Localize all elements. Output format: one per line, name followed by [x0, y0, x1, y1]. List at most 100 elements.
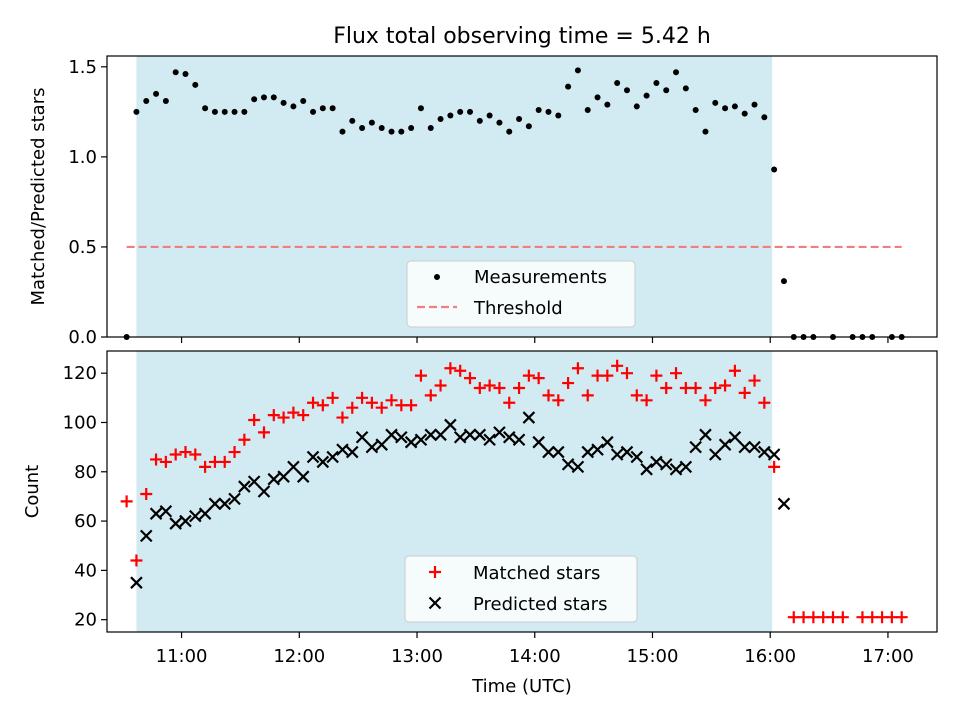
matched-star-point: [689, 381, 702, 394]
matched-star-point: [562, 377, 575, 390]
matched-star-point: [365, 396, 378, 409]
matched-star-point: [326, 391, 339, 404]
measurement-point: [319, 105, 326, 112]
predicted-star-point: [620, 445, 634, 459]
y-tick-label: 0.5: [68, 237, 97, 258]
x-tick-label: 17:00: [862, 646, 914, 667]
matched-star-point: [709, 381, 722, 394]
measurement-point: [251, 96, 258, 103]
predicted-star-point: [345, 445, 359, 459]
measurement-point: [290, 103, 297, 110]
measurement-point: [408, 125, 415, 132]
predicted-star-point: [728, 430, 742, 444]
predicted-star-point: [424, 428, 438, 442]
legend-predicted-label: Predicted stars: [473, 594, 607, 615]
predicted-star-point: [767, 448, 781, 461]
measurement-point: [574, 67, 581, 74]
legend-predicted-marker: [428, 596, 442, 610]
predicted-star-point: [493, 426, 506, 439]
predicted-star-point: [139, 529, 153, 543]
measurement-point: [211, 108, 218, 115]
matched-star-point: [179, 446, 192, 459]
measurement-point: [731, 103, 738, 110]
matched-star-point: [316, 399, 329, 412]
matched-star-point: [768, 460, 781, 473]
matched-star-point: [444, 362, 457, 375]
matched-star-point: [503, 396, 516, 409]
measurement-point: [378, 125, 385, 132]
matched-star-point: [473, 381, 486, 394]
measurement-point: [172, 69, 179, 76]
measurement-point: [427, 125, 434, 132]
y-tick-label: 80: [74, 462, 97, 483]
predicted-star-point: [159, 504, 173, 518]
y-tick-label: 60: [74, 511, 97, 532]
predicted-star-point: [640, 463, 653, 476]
matched-star-point: [454, 364, 467, 377]
matched-star-point: [405, 399, 418, 412]
measurement-point: [663, 87, 670, 94]
top-legend: Measurements Threshold: [406, 260, 636, 328]
measurement-point: [417, 105, 424, 112]
matched-star-point: [356, 391, 369, 404]
predicted-star-point: [532, 435, 545, 449]
measurements-points: [123, 67, 905, 340]
measurement-point: [153, 90, 160, 97]
predicted-star-point: [758, 445, 771, 459]
predicted-star-point: [630, 450, 644, 464]
predicted-star-point: [473, 428, 487, 442]
measurement-point: [594, 94, 601, 101]
matched-star-point: [150, 453, 163, 466]
measurement-point: [604, 101, 611, 108]
matched-star-point: [257, 426, 270, 439]
predicted-star-point: [669, 463, 683, 476]
x-axis-label: Time (UTC): [471, 676, 572, 697]
matched-star-point: [532, 372, 545, 385]
matched-star-point: [699, 394, 712, 407]
predicted-star-point: [267, 472, 281, 486]
measurement-point: [398, 128, 405, 135]
measurement-point: [457, 108, 464, 115]
predicted-star-point: [228, 492, 241, 506]
measurement-point: [633, 103, 640, 110]
predicted-star-point: [296, 470, 310, 483]
measurement-point: [467, 108, 474, 115]
measurement-point: [780, 278, 787, 285]
y-tick-label: 100: [63, 412, 97, 433]
predicted-star-point: [149, 507, 163, 520]
top-ylabel: Matched/Predicted stars: [28, 88, 49, 306]
matched-star-point: [738, 386, 751, 399]
predicted-star-point: [218, 497, 232, 511]
legend-measurements-marker: [434, 274, 440, 280]
matched-star-point: [120, 495, 133, 508]
matched-star-point: [513, 381, 526, 394]
measurement-point: [623, 87, 630, 94]
measurement-point: [506, 128, 513, 135]
predicted-star-point: [326, 450, 339, 464]
top-panel: 0.0 0.5 1.0 1.5 Matched/Predicted stars Mea…: [28, 55, 938, 348]
measurement-point: [143, 98, 150, 105]
predicted-star-point: [659, 458, 673, 471]
measurement-point: [712, 99, 719, 106]
matched-star-point: [895, 611, 908, 624]
bottom-panel-frame: [106, 350, 938, 633]
measurement-point: [555, 112, 562, 119]
y-tick-label: 1.5: [68, 57, 97, 78]
predicted-star-point: [316, 455, 330, 469]
measurement-point: [653, 80, 660, 87]
measurement-point: [722, 105, 729, 112]
matched-star-point: [522, 369, 535, 382]
matched-star-point: [650, 369, 663, 382]
matched-star-point: [346, 401, 359, 414]
predicted-star-point: [453, 430, 467, 444]
top-legend-box: [406, 260, 636, 328]
matched-star-point: [748, 374, 761, 387]
matched-star-point: [611, 359, 624, 372]
matched-star-point: [189, 448, 202, 461]
matched-star-point: [483, 379, 496, 392]
matched-star-point: [581, 389, 594, 402]
predicted-star-point: [777, 497, 791, 511]
predicted-star-point: [434, 428, 447, 442]
predicted-star-point: [650, 455, 663, 469]
predicted-star-point: [483, 433, 496, 447]
